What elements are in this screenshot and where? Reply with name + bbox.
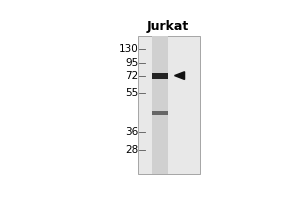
Bar <box>152 73 168 79</box>
Bar <box>152 111 168 115</box>
Bar <box>138 36 200 174</box>
Text: 28: 28 <box>125 145 138 155</box>
Polygon shape <box>175 72 184 79</box>
Text: 55: 55 <box>125 88 138 98</box>
Text: 36: 36 <box>125 127 138 137</box>
Text: Jurkat: Jurkat <box>146 20 189 33</box>
Bar <box>152 36 168 174</box>
Text: 130: 130 <box>118 44 138 54</box>
Text: 95: 95 <box>125 58 138 68</box>
Text: 72: 72 <box>125 71 138 81</box>
